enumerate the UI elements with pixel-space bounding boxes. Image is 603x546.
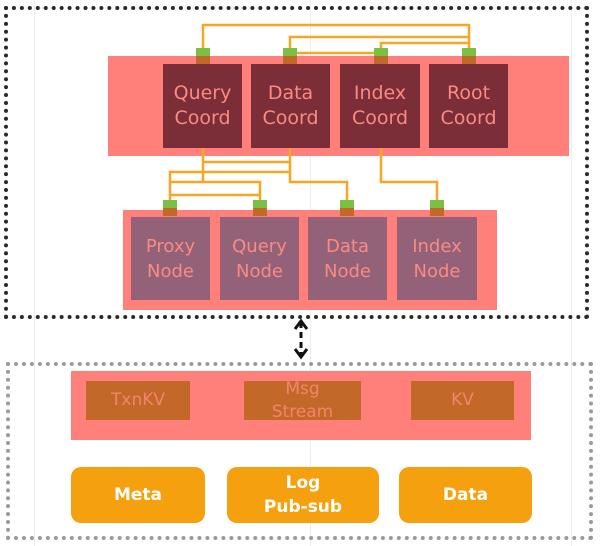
coordinator-box-label: Coord [351,107,409,129]
storage-category-box-label: Pub-sub [263,497,343,517]
coordinator-box: Root Coord [429,64,508,148]
guide-line [34,0,35,546]
coordinator-box-label: Coord [174,107,231,129]
worker-node-box-label: Node [236,260,283,282]
worker-node-box-label: Node [147,260,194,282]
worker-node-box-label: Node [413,260,461,282]
connector-line [288,148,349,200]
port-base [340,208,354,216]
port-base [196,56,210,64]
storage-category-box-label: Meta [113,485,163,505]
port-connector [196,48,210,56]
storage-component-box-label: Stream [271,401,334,422]
port-connector [374,48,388,56]
storage-category-box-label: Log [285,473,321,493]
port-base [253,208,267,216]
connector-line [170,180,262,200]
coordinator-box-label: Query [173,82,232,104]
storage-component-box: KV [411,381,514,420]
port-base [462,56,476,64]
storage-category-box: Data [399,467,532,523]
coordinator-box: Data Coord [251,64,330,148]
port-base [163,208,177,216]
storage-component-box-label: TxnKV [111,390,165,410]
worker-node-box: Index Node [397,217,477,300]
connector-line [168,170,290,200]
port-connector [462,48,476,56]
worker-node-box-label: Data [326,235,369,257]
port-connector [283,48,297,56]
connector-line [288,35,469,48]
compute-layer-boundary [4,6,589,319]
worker-node-box: Proxy Node [131,217,210,300]
storage-component-box: TxnKV [86,381,190,420]
port-base [374,56,388,64]
worker-node-box-label: Query [232,235,287,257]
coordinator-box-label: Index [353,82,407,104]
connector-line [379,41,469,48]
worker-node-box-label: Node [324,260,371,282]
worker-node-box-label: Proxy [145,235,196,257]
guide-line [571,0,572,546]
storage-category-box: Log Pub-sub [227,467,379,523]
coordinator-box-label: Data [267,82,314,104]
port-base [283,56,297,64]
worker-node-box: Data Node [308,217,387,300]
coordinator-box-label: Coord [262,107,319,129]
coordinator-box-label: Root [446,82,491,104]
port-connector [430,200,444,208]
coordinator-box-label: Coord [440,107,497,129]
storage-layer-boundary [6,362,593,540]
port-connector [253,200,267,208]
coordinator-box: Query Coord [163,64,242,148]
worker-node-box-label: Index [412,235,462,257]
bidirectional-arrow [293,318,309,360]
coordinator-box: Index Coord [340,64,420,148]
storage-category-box-label: Data [442,485,489,505]
storage-component-box-label: KV [451,390,474,410]
worker-node-box: Query Node [220,217,299,300]
storage-component-box-label: Msg [285,378,320,399]
storage-component-box: Msg Stream [244,378,361,422]
port-connector [163,200,177,208]
connector-line [379,148,439,200]
port-connector [340,200,354,208]
port-base [430,208,444,216]
storage-category-box: Meta [71,467,205,523]
